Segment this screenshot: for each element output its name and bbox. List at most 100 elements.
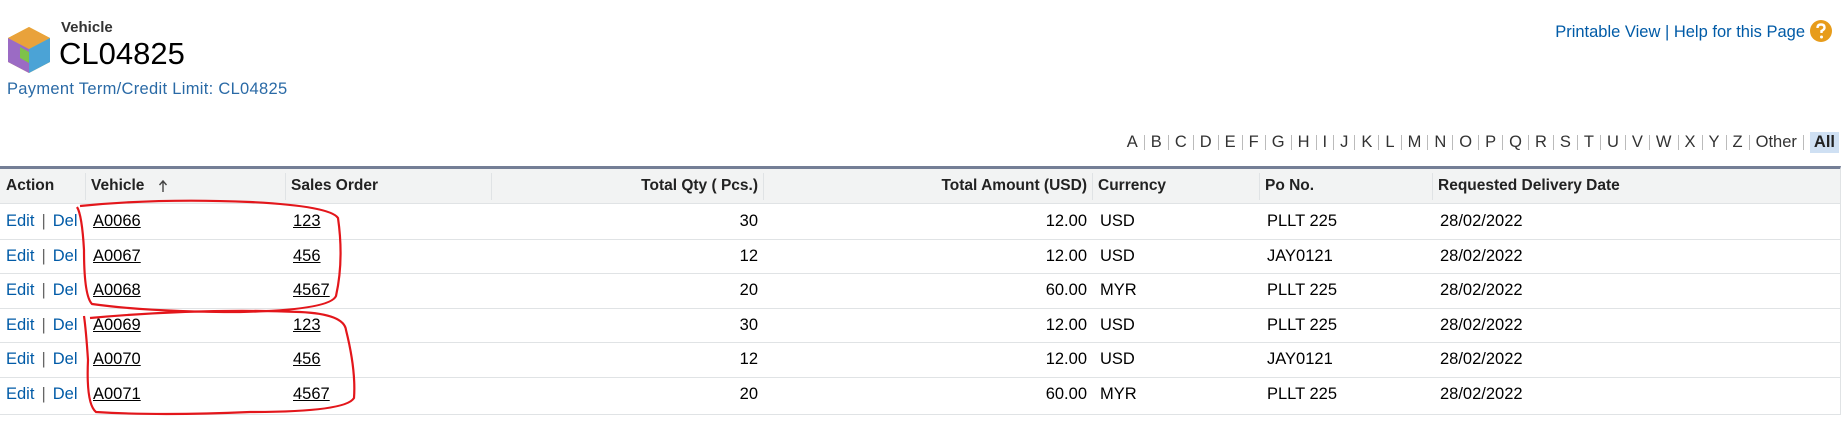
alphabet-letter[interactable]: U [1606, 133, 1619, 151]
separator: | [1664, 23, 1670, 41]
column-divider [285, 173, 286, 200]
alphabet-letter[interactable]: X [1684, 133, 1696, 151]
cell-text: 20 [739, 385, 758, 403]
alphabet-letter[interactable]: V [1631, 133, 1643, 151]
object-label: Vehicle [61, 19, 113, 36]
cell-text: 30 [739, 315, 758, 334]
alphabet-letter[interactable]: E [1224, 133, 1236, 151]
alphabet-letter[interactable]: All [1809, 132, 1839, 153]
record-link[interactable]: 4567 [293, 385, 330, 403]
divider [1167, 135, 1169, 150]
edit-link[interactable]: Edit [6, 212, 35, 230]
alphabet-letter[interactable]: K [1361, 133, 1373, 151]
record-link[interactable]: 456 [293, 246, 321, 265]
record-link[interactable]: A0067 [93, 246, 141, 265]
divider [1264, 135, 1266, 150]
edit-link[interactable]: Edit [6, 246, 35, 265]
alphabet-letter[interactable]: F [1248, 133, 1259, 151]
record-title: CL04825 [59, 36, 185, 71]
cell-text: 28/02/2022 [1440, 212, 1523, 230]
row-divider [0, 342, 1840, 344]
column-divider [1259, 173, 1260, 200]
record-link[interactable]: 456 [293, 350, 321, 369]
column-header: Action [6, 177, 55, 194]
breadcrumb[interactable]: Payment Term/Credit Limit: CL04825 [7, 80, 288, 98]
divider [1378, 135, 1380, 150]
column-header: Currency [1098, 177, 1167, 194]
delete-link[interactable]: Del [52, 315, 78, 334]
alphabet-letter[interactable]: B [1150, 133, 1162, 151]
row-actions: Edit | Del [6, 204, 78, 238]
delete-link[interactable]: Del [52, 350, 78, 369]
record-link[interactable]: 123 [293, 212, 321, 230]
alphabet-letter[interactable]: C [1174, 133, 1187, 151]
alphabet-letter[interactable]: H [1297, 133, 1310, 151]
record-link[interactable]: 4567 [293, 281, 330, 300]
record-link[interactable]: A0066 [93, 212, 141, 230]
cell-text: 60.00 [1045, 385, 1087, 403]
row-divider [0, 377, 1840, 378]
alphabet-letter[interactable]: O [1459, 133, 1473, 151]
help-link[interactable]: Help for this Page [1673, 23, 1805, 41]
header-row [0, 169, 1840, 204]
alphabet-letter[interactable]: N [1434, 133, 1447, 151]
alphabet-letter[interactable]: T [1583, 133, 1594, 151]
column-header[interactable]: Vehicle [91, 177, 145, 194]
divider [1241, 135, 1243, 150]
top-links: Printable View | Help for this Page [1555, 23, 1805, 42]
delete-link[interactable]: Del [52, 281, 78, 300]
divider [1502, 135, 1504, 150]
delete-link[interactable]: Del [52, 246, 78, 265]
edit-link[interactable]: Edit [6, 281, 35, 300]
object-icon [8, 27, 50, 73]
alphabet-letter[interactable]: I [1322, 133, 1328, 151]
record-link[interactable]: A0068 [93, 281, 141, 300]
divider [1624, 135, 1626, 150]
edit-link[interactable]: Edit [6, 385, 35, 403]
edit-link[interactable]: Edit [6, 315, 35, 334]
divider [1725, 135, 1727, 150]
alphabet-letter[interactable]: Y [1708, 133, 1720, 151]
cell-text: 60.00 [1045, 281, 1087, 300]
alphabet-letter[interactable]: Other [1755, 133, 1797, 151]
related-list-table: Action Vehicle Sales Order Total Qty ( Pcs.… [0, 166, 1841, 415]
delete-link[interactable]: Del [52, 212, 78, 230]
alphabet-letter[interactable]: A [1126, 133, 1138, 151]
cell-text: 28/02/2022 [1440, 385, 1523, 403]
alphabet-letter[interactable]: J [1340, 133, 1349, 151]
alphabet-letter[interactable]: G [1271, 133, 1285, 151]
divider [1701, 135, 1703, 150]
cell-text: 28/02/2022 [1440, 246, 1523, 265]
cell-text: USD [1100, 246, 1135, 265]
alphabet-letter[interactable]: R [1534, 133, 1547, 151]
help-icon[interactable] [1809, 19, 1833, 43]
divider [1315, 135, 1317, 150]
alphabet-letter[interactable]: D [1199, 133, 1212, 151]
divider [1748, 135, 1750, 150]
divider [1333, 135, 1335, 150]
row-divider [0, 238, 1840, 240]
record-link[interactable]: A0070 [93, 350, 141, 369]
delete-link[interactable]: Del [52, 385, 78, 403]
separator: | [41, 315, 46, 334]
alphabet-letter[interactable]: P [1485, 133, 1497, 151]
edit-link[interactable]: Edit [6, 350, 35, 369]
alphabet-letter[interactable]: L [1385, 133, 1395, 151]
record-link[interactable]: A0071 [93, 385, 141, 403]
column-header: Requested Delivery Date [1438, 177, 1620, 194]
printable-view-link[interactable]: Printable View [1555, 23, 1661, 41]
alphabet-letter[interactable]: Q [1509, 133, 1522, 151]
column-header: Total Qty ( Pcs.) [641, 177, 758, 194]
alphabet-letter[interactable]: M [1407, 133, 1422, 151]
alphabet-letter[interactable]: Z [1732, 133, 1743, 151]
divider [1354, 135, 1356, 150]
cell-text: 28/02/2022 [1440, 281, 1523, 300]
record-link[interactable]: 123 [293, 315, 321, 334]
cell-text: JAY0121 [1267, 350, 1333, 369]
column-divider [491, 173, 492, 200]
separator: | [41, 246, 46, 265]
row-actions: Edit | Del [6, 377, 78, 411]
record-link[interactable]: A0069 [93, 315, 141, 334]
alphabet-letter[interactable]: S [1559, 133, 1571, 151]
alphabet-letter[interactable]: W [1655, 133, 1672, 151]
